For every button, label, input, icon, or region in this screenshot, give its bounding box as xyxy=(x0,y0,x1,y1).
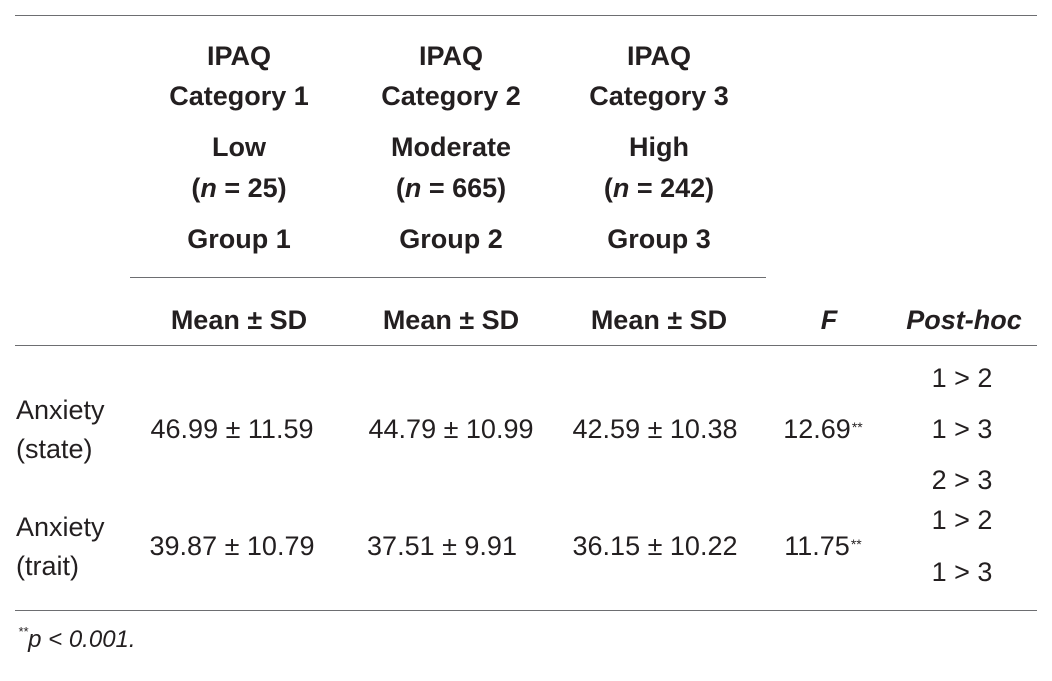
cell-f: 11.75** xyxy=(784,531,862,561)
footnote-marker: ** xyxy=(18,624,29,639)
mean-sd-header-3: Mean ± SD xyxy=(590,305,728,335)
posthoc-item: 2 > 3 xyxy=(931,465,993,495)
row-label-line1: Anxiety xyxy=(16,395,105,425)
row-label-line1: Anxiety xyxy=(16,512,105,542)
footnote-text: p < 0.001. xyxy=(28,626,136,653)
group-1-level: Low xyxy=(212,132,266,162)
group-2-label: Group 2 xyxy=(399,224,503,254)
posthoc-item: 1 > 3 xyxy=(931,414,993,444)
group-3-title-line1: IPAQ xyxy=(626,41,692,71)
row-label-line2: (trait) xyxy=(16,551,79,581)
group-3-title-line2: Category 3 xyxy=(589,81,729,111)
posthoc-item: 1 > 2 xyxy=(931,363,993,393)
group-3-level: High xyxy=(629,132,689,162)
posthoc-header: Post-hoc xyxy=(906,305,1022,335)
group-2-n: (n = 665) xyxy=(395,173,507,203)
group-3-label: Group 3 xyxy=(607,224,711,254)
cell-group-3: 36.15 ± 10.22 xyxy=(572,531,738,561)
mean-sd-header-1: Mean ± SD xyxy=(170,305,308,335)
cell-group-2: 44.79 ± 10.99 xyxy=(368,414,534,444)
group-2-title-line1: IPAQ xyxy=(418,41,484,71)
mean-sd-header-2: Mean ± SD xyxy=(382,305,520,335)
group-header-rule xyxy=(130,277,766,278)
group-2-level: Moderate xyxy=(390,132,512,162)
table-footnote: **p < 0.001. xyxy=(18,624,136,654)
group-1-n: (n = 25) xyxy=(191,173,287,203)
top-rule xyxy=(15,15,1037,16)
posthoc-item: 1 > 2 xyxy=(931,505,993,535)
group-1-title-line2: Category 1 xyxy=(169,81,309,111)
group-1-label: Group 1 xyxy=(187,224,291,254)
cell-group-3: 42.59 ± 10.38 xyxy=(572,414,738,444)
header-bottom-rule xyxy=(15,345,1037,346)
group-1-title-line1: IPAQ xyxy=(206,41,272,71)
group-3-n: (n = 242) xyxy=(603,173,715,203)
group-2-title-line2: Category 2 xyxy=(381,81,521,111)
significance-marker: ** xyxy=(850,536,862,552)
cell-group-1: 46.99 ± 11.59 xyxy=(150,414,314,444)
cell-f: 12.69** xyxy=(783,414,863,444)
cell-group-2: 37.51 ± 9.91 xyxy=(367,531,517,561)
cell-group-1: 39.87 ± 10.79 xyxy=(149,531,315,561)
posthoc-item: 1 > 3 xyxy=(931,557,993,587)
f-header: F xyxy=(820,305,838,335)
table-bottom-rule xyxy=(15,610,1037,611)
significance-marker: ** xyxy=(851,419,863,435)
row-label-line2: (state) xyxy=(16,434,93,464)
